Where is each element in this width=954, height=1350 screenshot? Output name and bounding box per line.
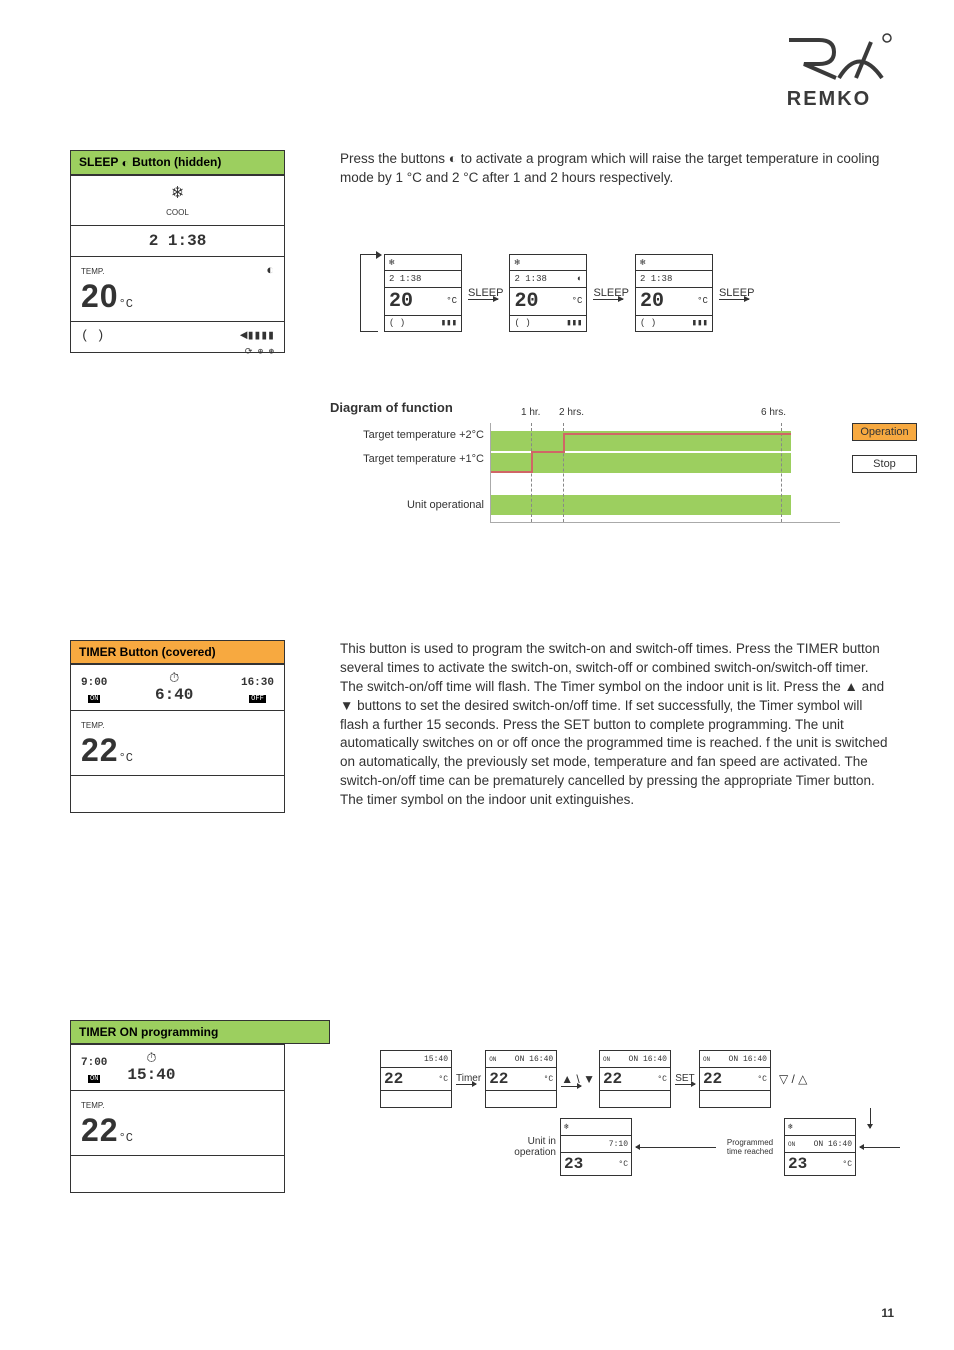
temp-unit: °C: [119, 297, 133, 311]
prog-reached-label: Programmed time reached: [720, 1138, 780, 1156]
function-diagram: Diagram of function Target temperature +…: [330, 400, 917, 523]
temp-value: 22: [81, 1112, 119, 1148]
timer-lcd: 9:00 ON ⏱ 6:40 16:30 OFF TEMP. 22°C: [70, 664, 285, 813]
snowflake-icon: ❄: [172, 184, 183, 204]
arrow-icon: [593, 299, 623, 300]
temp-label: TEMP.: [81, 721, 104, 730]
temp-label: TEMP.: [81, 267, 104, 276]
clock-value: 2 1:38: [149, 232, 207, 250]
sleep-description: Press the buttons ◐ to activate a progra…: [340, 150, 880, 188]
stop-box: Stop: [852, 455, 917, 473]
tri-label: ▽ / △: [779, 1072, 807, 1086]
temp-unit: °C: [119, 751, 133, 765]
unit-op-label: Unit in operation: [496, 1136, 556, 1158]
flow-box-6: ❄ ONON 16:40 23°C: [784, 1118, 856, 1176]
seq-box-1: ❄ 2 1:38 20°C ( )▮▮▮: [384, 254, 462, 332]
flow-box-4: ONON 16:40 22°C: [699, 1050, 771, 1108]
fan-icons: ⟳ ⊕ ⊛: [245, 347, 274, 357]
flow-box-2: ONON 16:40 22°C: [485, 1050, 557, 1108]
temp-unit: °C: [119, 1131, 133, 1145]
remko-logo: REMKO: [764, 30, 894, 110]
timer-flow: 15:40 22°C Timer ONON 16:40 22°C ▲ \ ▼ O…: [380, 1050, 900, 1176]
vertical-connector: [870, 1108, 871, 1128]
flow-box-3: ONON 16:40 22°C: [599, 1050, 671, 1108]
seq-box-3: ❄ 2 1:38 20°C ( )▮▮▮: [635, 254, 713, 332]
on-time: 7:00: [81, 1057, 107, 1069]
page-number: 11: [881, 1306, 894, 1320]
timer-panel: TIMER Button (covered) 9:00 ON ⏱ 6:40 16…: [70, 640, 285, 813]
timer-on-panel: TIMER ON programming 7:00 ON ⏱ 15:40 TEM…: [70, 1020, 330, 1193]
sleep-title: SLEEP: [79, 155, 118, 169]
arrow-icon: [675, 1084, 695, 1085]
svg-text:REMKO: REMKO: [787, 88, 871, 110]
y-labels: Target temperature +2°C Target temperatu…: [330, 423, 490, 517]
bar-icon: ◄▮▮▮▮: [240, 328, 274, 343]
timer-description: This button is used to program the switc…: [340, 640, 890, 810]
arrow-icon: [561, 1086, 581, 1087]
seq-box-2: ❄ 2 1:38◐ 20°C ( )▮▮▮: [509, 254, 587, 332]
on-label: ON: [88, 695, 100, 703]
timer-header: TIMER Button (covered): [70, 640, 285, 664]
arrow-left-icon: [636, 1147, 716, 1148]
swing-icon: ( ): [81, 328, 104, 343]
temp-label: TEMP.: [81, 1101, 104, 1110]
arrow-left-icon: [860, 1147, 900, 1148]
flow-box-5: ❄ 7:10 23°C: [560, 1118, 632, 1176]
timer-label: Timer: [456, 1073, 481, 1084]
cool-label: COOL: [166, 208, 189, 217]
operation-box: Operation: [852, 423, 917, 441]
plot-area: 1 hr. 2 hrs. 6 hrs.: [490, 423, 840, 523]
flow-box-1: 15:40 22°C: [380, 1050, 452, 1108]
temp-value: 22: [81, 732, 119, 768]
sleep-sequence: ❄ 2 1:38 20°C ( )▮▮▮ SLEEP ❄ 2 1:38◐ 20°…: [360, 230, 754, 332]
moon-small-icon: ◐: [266, 263, 274, 278]
arrow-icon: [719, 299, 749, 300]
side-boxes: Operation Stop: [852, 423, 917, 487]
on-time: 9:00: [81, 677, 107, 689]
now-time: 15:40: [127, 1066, 175, 1084]
diagram-title: Diagram of function: [330, 400, 917, 415]
sleep-subtitle: Button (hidden): [132, 155, 221, 169]
off-time: 16:30: [241, 677, 274, 689]
clock-icon: ⏱: [146, 1051, 156, 1066]
sleep-panel: SLEEP ◐ Button (hidden) ❄ COOL 2 1:38 TE…: [70, 150, 285, 358]
timer-on-lcd: 7:00 ON ⏱ 15:40 TEMP. 22°C: [70, 1044, 285, 1193]
on-label: ON: [88, 1075, 100, 1083]
sleep-lcd: ❄ COOL 2 1:38 TEMP. ◐ 20°C ( ) ◄▮▮▮▮ ⟳ ⊕…: [70, 175, 285, 353]
now-time: 6:40: [155, 686, 193, 704]
temp-value: 20: [81, 278, 119, 314]
clock-icon: ⏱: [169, 671, 179, 686]
off-label: OFF: [249, 695, 266, 703]
arrow-icon: [468, 299, 498, 300]
timer-on-header: TIMER ON programming: [70, 1020, 330, 1044]
arrow-icon: [456, 1084, 476, 1085]
moon-icon: ◐: [121, 156, 128, 170]
sleep-header: SLEEP ◐ Button (hidden): [70, 150, 285, 175]
loop-arrow: [360, 254, 378, 332]
